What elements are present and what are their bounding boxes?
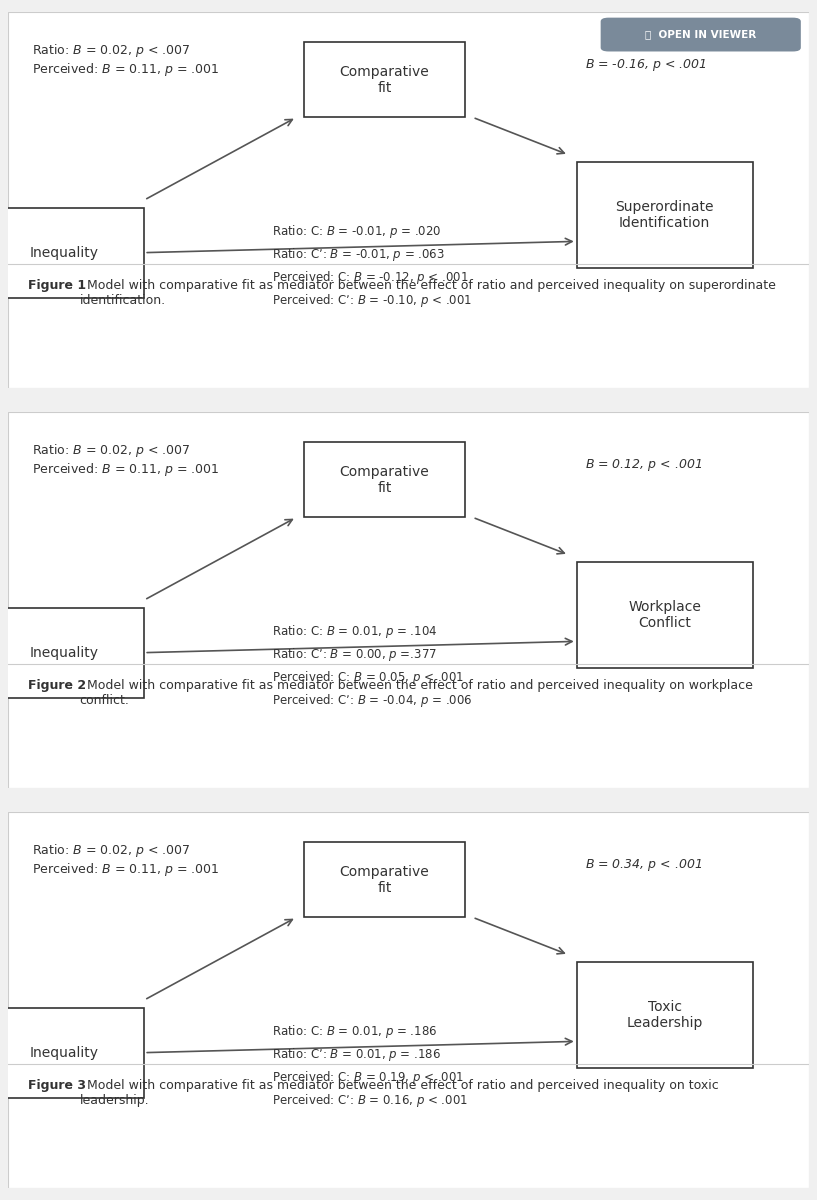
Text: Comparative
fit: Comparative fit [340, 464, 430, 494]
Text: Inequality: Inequality [29, 646, 99, 660]
FancyBboxPatch shape [0, 208, 145, 298]
FancyBboxPatch shape [577, 563, 752, 667]
FancyBboxPatch shape [0, 1008, 145, 1098]
FancyBboxPatch shape [305, 842, 465, 917]
Text: Figure 1: Figure 1 [28, 278, 87, 292]
Text: Ratio: C: $B$ = 0.01, $p$ = .186
Ratio: C’: $B$ = 0.01, $p$ = .186
Perceived: C:: Ratio: C: $B$ = 0.01, $p$ = .186 Ratio: … [272, 1022, 468, 1109]
Text: Comparative
fit: Comparative fit [340, 864, 430, 895]
Text: $B$ = 0.34, $p$ < .001: $B$ = 0.34, $p$ < .001 [585, 857, 702, 874]
FancyBboxPatch shape [8, 812, 809, 1188]
Text: . Model with comparative fit as mediator between the effect of ratio and perceiv: . Model with comparative fit as mediator… [79, 1079, 719, 1106]
Text: Comparative
fit: Comparative fit [340, 65, 430, 95]
FancyBboxPatch shape [8, 12, 809, 388]
Text: Ratio: $B$ = 0.02, $p$ < .007
Perceived: $B$ = 0.11, $p$ = .001: Ratio: $B$ = 0.02, $p$ < .007 Perceived:… [32, 442, 220, 479]
Text: Figure 3: Figure 3 [28, 1079, 86, 1092]
Text: Ratio: $B$ = 0.02, $p$ < .007
Perceived: $B$ = 0.11, $p$ = .001: Ratio: $B$ = 0.02, $p$ < .007 Perceived:… [32, 42, 220, 78]
Text: Superordinate
Identification: Superordinate Identification [615, 200, 714, 230]
Text: $B$ = -0.16, $p$ < .001: $B$ = -0.16, $p$ < .001 [585, 58, 706, 73]
FancyBboxPatch shape [577, 962, 752, 1068]
Text: ⧉  OPEN IN VIEWER: ⧉ OPEN IN VIEWER [645, 30, 757, 40]
FancyBboxPatch shape [8, 412, 809, 788]
FancyBboxPatch shape [600, 18, 801, 52]
Text: Inequality: Inequality [29, 1045, 99, 1060]
Text: $B$ = 0.12, $p$ < .001: $B$ = 0.12, $p$ < .001 [585, 457, 702, 473]
Text: Toxic
Leadership: Toxic Leadership [627, 1000, 703, 1030]
FancyBboxPatch shape [0, 607, 145, 697]
Text: Workplace
Conflict: Workplace Conflict [628, 600, 701, 630]
Text: Ratio: $B$ = 0.02, $p$ < .007
Perceived: $B$ = 0.11, $p$ = .001: Ratio: $B$ = 0.02, $p$ < .007 Perceived:… [32, 842, 220, 878]
FancyBboxPatch shape [305, 42, 465, 118]
Text: Inequality: Inequality [29, 246, 99, 259]
Text: . Model with comparative fit as mediator between the effect of ratio and perceiv: . Model with comparative fit as mediator… [79, 679, 753, 707]
Text: . Model with comparative fit as mediator between the effect of ratio and perceiv: . Model with comparative fit as mediator… [79, 278, 776, 307]
Text: Figure 2: Figure 2 [28, 679, 87, 692]
FancyBboxPatch shape [577, 162, 752, 268]
FancyBboxPatch shape [305, 442, 465, 517]
Text: Ratio: C: $B$ = 0.01, $p$ = .104
Ratio: C’: $B$ = 0.00, $p$ =.377
Perceived: C: : Ratio: C: $B$ = 0.01, $p$ = .104 Ratio: … [272, 623, 473, 708]
Text: Ratio: C: $B$ = -0.01, $p$ = .020
Ratio: C’: $B$ = -0.01, $p$ = .063
Perceived: : Ratio: C: $B$ = -0.01, $p$ = .020 Ratio:… [272, 222, 472, 308]
